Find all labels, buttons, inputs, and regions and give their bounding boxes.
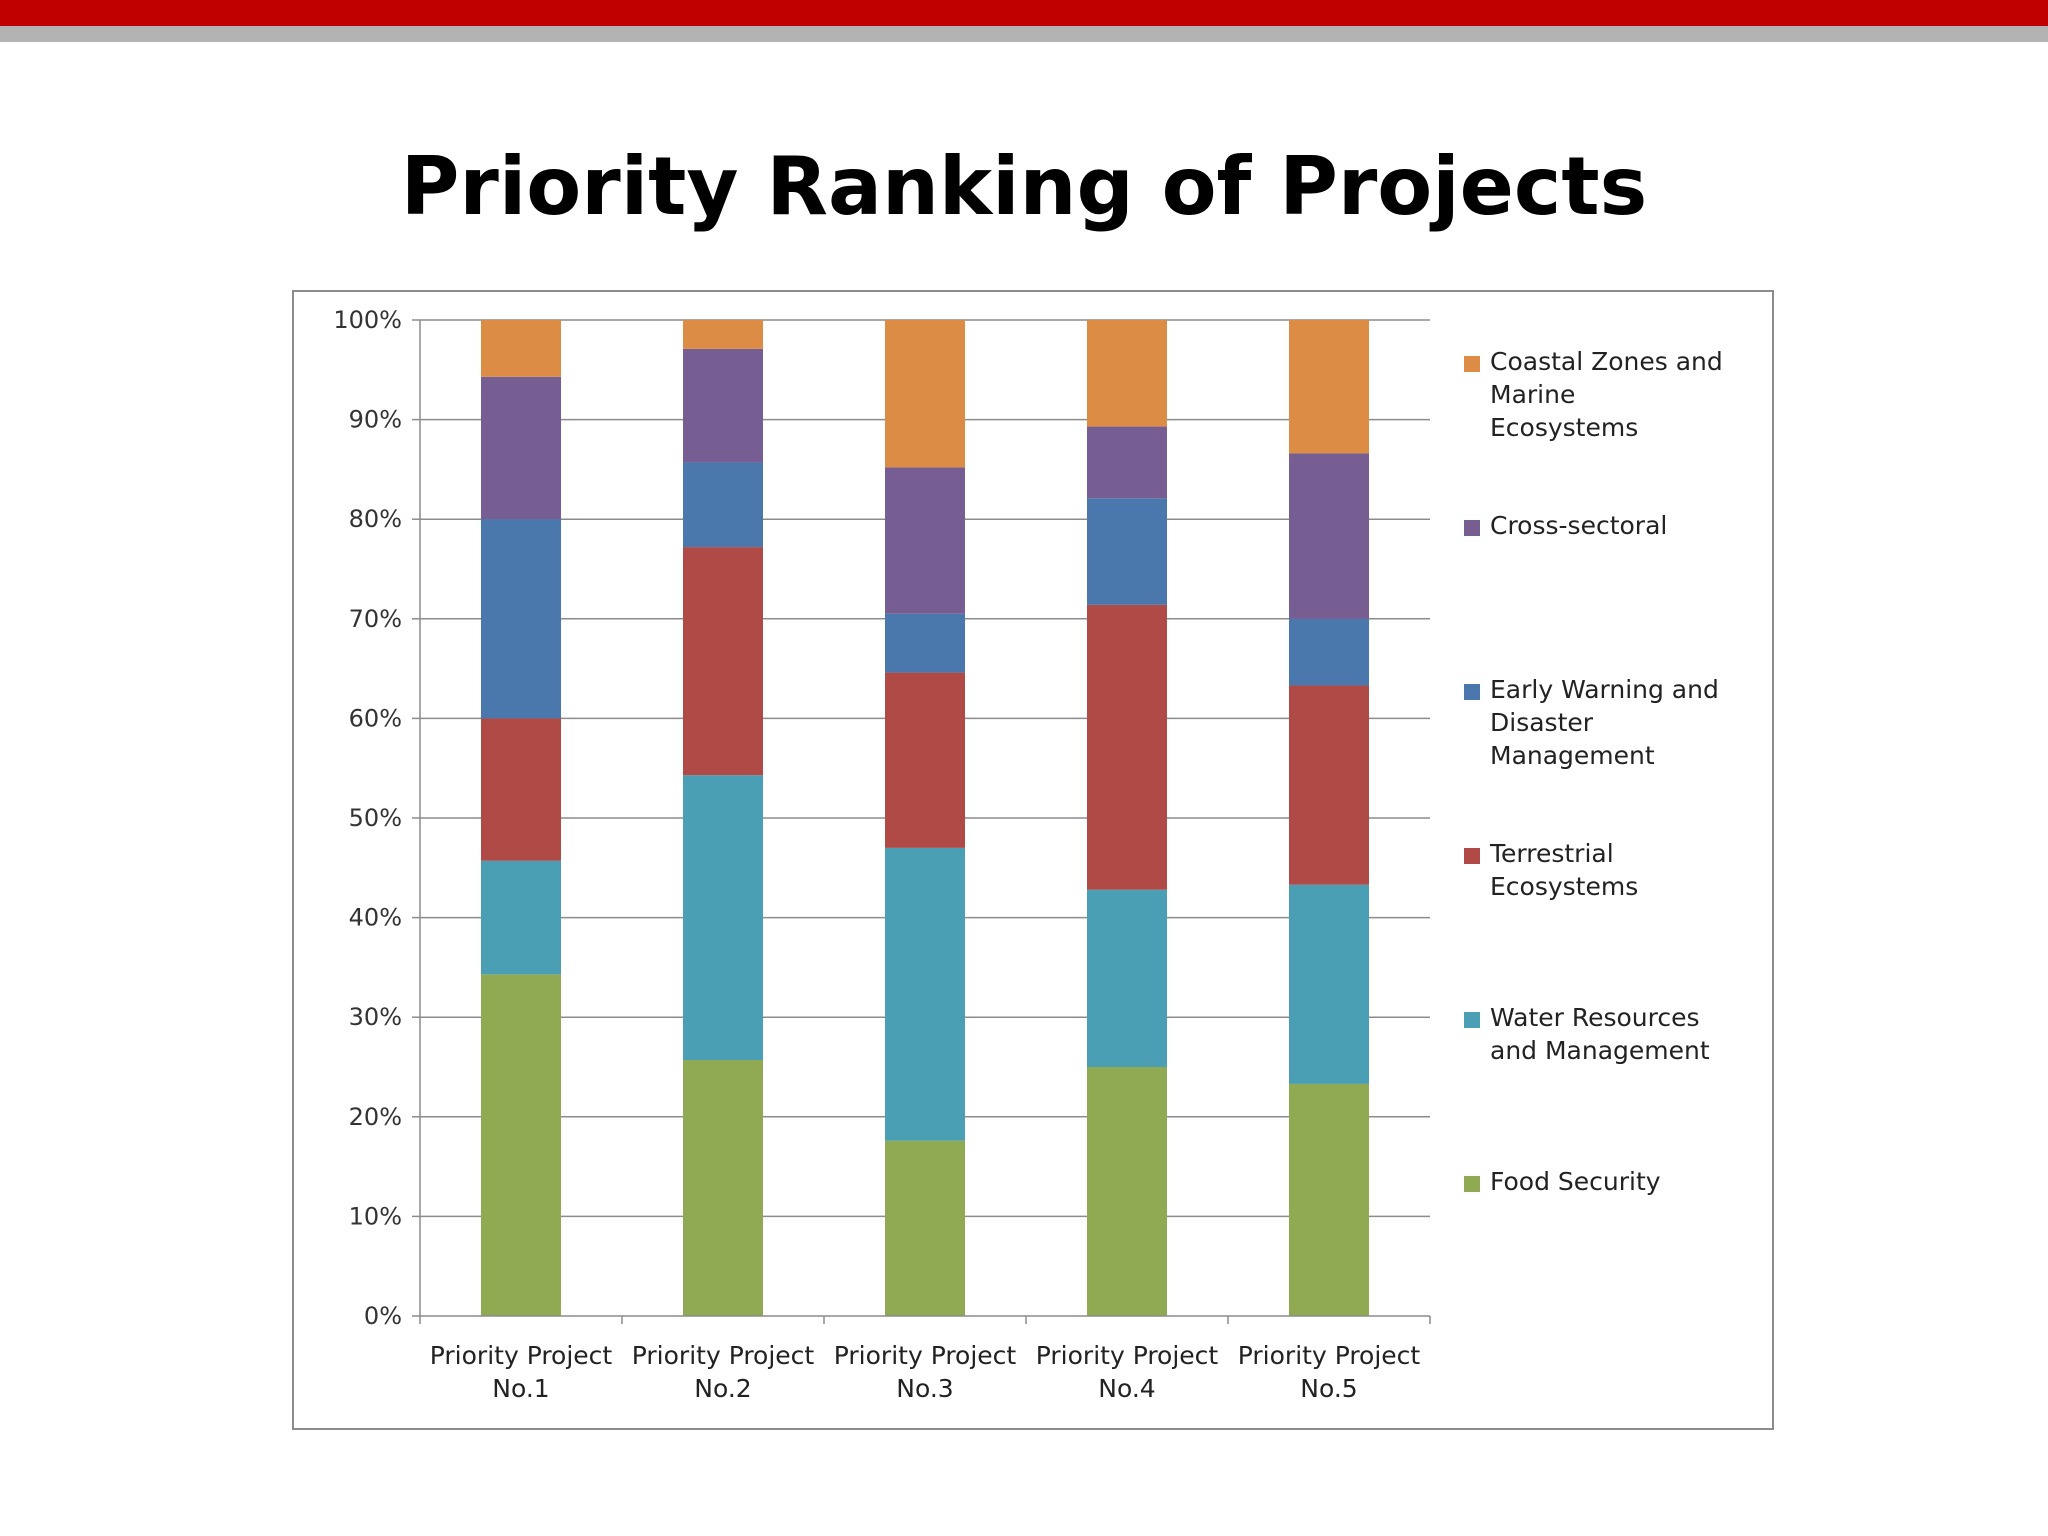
legend-label: Food Security (1490, 1167, 1661, 1196)
legend-swatch (1464, 520, 1480, 536)
legend-label-line: Early Warning and (1490, 675, 1719, 704)
bar-segment (481, 974, 561, 1316)
legend-label-line: Ecosystems (1490, 413, 1638, 442)
bar-segment (481, 860, 561, 975)
chart-frame: 0% 10% 20% 30% 40% 50% 60% 70% 80% 90% 100% Priori… (292, 290, 1774, 1430)
y-tick-label: 20% (349, 1103, 402, 1131)
legend: Coastal Zones and Marine Ecosystems Cross-s… (1464, 347, 1723, 1196)
legend-label-line: and Management (1490, 1036, 1710, 1065)
bar-segment (885, 847, 965, 1141)
slide-title: Priority Ranking of Projects (400, 140, 1648, 233)
category-label: Priority Project No.1 (430, 1341, 613, 1403)
bar-segment (1087, 1067, 1167, 1316)
bars (481, 320, 1369, 1316)
bar-segment (1087, 604, 1167, 890)
legend-swatch (1464, 684, 1480, 700)
legend-label: Cross-sectoral (1490, 511, 1667, 540)
y-tick-label: 50% (349, 804, 402, 832)
bar-segment (1289, 618, 1369, 686)
category-label-line: No.4 (1098, 1374, 1155, 1403)
y-tick-label: 10% (349, 1202, 402, 1230)
bar-segment (683, 1060, 763, 1316)
bar-segment (481, 320, 561, 377)
y-tick-label: 80% (349, 505, 402, 533)
bar-segment (885, 613, 965, 673)
legend-swatch (1464, 1012, 1480, 1028)
legend-label: Water Resources and Management (1490, 1003, 1710, 1065)
bar-segment (885, 672, 965, 848)
axes (412, 319, 1431, 1324)
bar-segment (683, 547, 763, 776)
category-label: Priority Project No.4 (1036, 1341, 1219, 1403)
bar-segment (1289, 453, 1369, 619)
bar-segment (481, 718, 561, 861)
bar-segment (1289, 320, 1369, 454)
stacked-bar-chart: 0% 10% 20% 30% 40% 50% 60% 70% 80% 90% 100% Priori… (333, 306, 1723, 1403)
y-tick-label: 60% (349, 704, 402, 732)
legend-label-line: Terrestrial (1489, 839, 1614, 868)
y-tick-label: 70% (349, 605, 402, 633)
legend-label-line: Ecosystems (1490, 872, 1638, 901)
legend-label-line: Management (1490, 741, 1655, 770)
category-label: Priority Project No.5 (1238, 1341, 1421, 1403)
bar-segment (1289, 685, 1369, 885)
legend-label-line: Marine (1490, 380, 1575, 409)
bar-segment (683, 462, 763, 548)
bar-segment (1087, 889, 1167, 1067)
y-tick-label: 0% (364, 1302, 402, 1330)
legend-label-line: Disaster (1490, 708, 1594, 737)
y-tick-label: 40% (349, 904, 402, 932)
legend-swatch (1464, 1176, 1480, 1192)
category-label-line: Priority Project (632, 1341, 815, 1370)
y-tick-label: 30% (349, 1003, 402, 1031)
top-grey-bar (0, 26, 2048, 42)
y-tick-labels: 0% 10% 20% 30% 40% 50% 60% 70% 80% 90% 100% (333, 306, 402, 1330)
category-label-line: No.3 (896, 1374, 953, 1403)
category-label-line: No.2 (694, 1374, 751, 1403)
bar-segment (1289, 1083, 1369, 1316)
legend-label-line: Cross-sectoral (1490, 511, 1667, 540)
bar-segment (683, 320, 763, 349)
category-label-line: Priority Project (834, 1341, 1017, 1370)
category-label-line: Priority Project (1036, 1341, 1219, 1370)
category-label-line: No.1 (492, 1374, 549, 1403)
legend-label: Terrestrial Ecosystems (1489, 839, 1638, 901)
bar-segment (885, 320, 965, 468)
category-label: Priority Project No.3 (834, 1341, 1017, 1403)
bar-segment (1289, 884, 1369, 1084)
category-label-line: Priority Project (430, 1341, 613, 1370)
category-label-line: Priority Project (1238, 1341, 1421, 1370)
category-label: Priority Project No.2 (632, 1341, 815, 1403)
legend-label-line: Coastal Zones and (1490, 347, 1723, 376)
bar-segment (683, 348, 763, 463)
legend-label-line: Water Resources (1490, 1003, 1700, 1032)
legend-label: Coastal Zones and Marine Ecosystems (1490, 347, 1723, 442)
category-labels: Priority Project No.1 Priority Project No.2… (430, 1341, 1421, 1403)
y-tick-label: 100% (333, 306, 402, 334)
top-accent-bar (0, 0, 2048, 26)
bar-segment (1087, 426, 1167, 499)
y-tick-label: 90% (349, 406, 402, 434)
bar-segment (885, 467, 965, 614)
bar-segment (481, 376, 561, 520)
legend-label: Early Warning and Disaster Management (1490, 675, 1719, 770)
legend-swatch (1464, 356, 1480, 372)
bar-segment (1087, 320, 1167, 427)
bar-segment (885, 1140, 965, 1316)
category-label-line: No.5 (1300, 1374, 1357, 1403)
bar-segment (1087, 498, 1167, 605)
bar-segment (683, 775, 763, 1061)
legend-swatch (1464, 848, 1480, 864)
legend-label-line: Food Security (1490, 1167, 1661, 1196)
bar-segment (481, 519, 561, 719)
